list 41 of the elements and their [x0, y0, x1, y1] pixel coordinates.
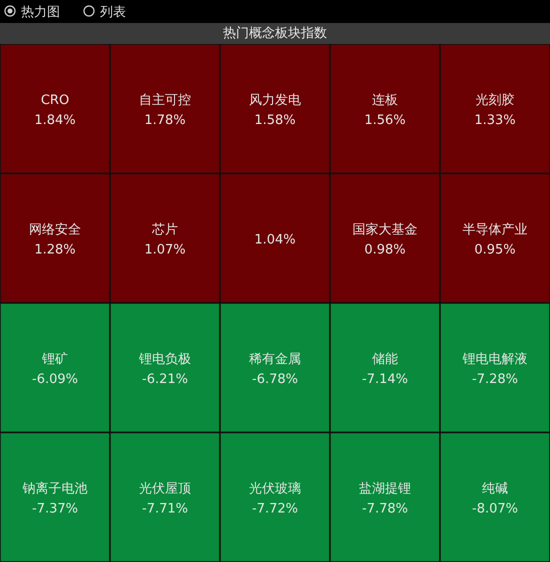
category-label: 钠离子电池 — [22, 480, 88, 496]
category-label: 光刻胶 — [476, 92, 514, 108]
data-label: -7.72% — [252, 501, 298, 516]
category-label: 锂电负极 — [138, 352, 191, 367]
data-label: 1.58% — [254, 112, 296, 128]
data-label: 1.78% — [144, 112, 186, 128]
text: 热力图 — [21, 4, 60, 21]
category-label: 光伏玻璃 — [249, 481, 301, 496]
data-label: -8.07% — [472, 501, 518, 516]
category-label: 连板 — [372, 92, 398, 108]
data-label: 0.98% — [364, 242, 406, 258]
category-label: 光伏屋顶 — [139, 481, 191, 496]
data-label: 1.33% — [474, 112, 516, 128]
category-label: 稀有金属 — [249, 352, 301, 367]
data-label: 1.56% — [364, 112, 406, 128]
category-label: 半导体产业 — [462, 222, 528, 238]
data-label: 1.84% — [34, 112, 76, 128]
data-label: -6.21% — [142, 372, 188, 387]
category-label: 风力发电 — [249, 92, 301, 108]
data-label: -7.37% — [32, 501, 78, 516]
category-label: 网络安全 — [29, 221, 81, 238]
category-label: 盐湖提锂 — [359, 481, 411, 496]
category-label: 储能 — [372, 352, 398, 367]
data-label: -6.78% — [252, 372, 298, 387]
data-label: -7.71% — [142, 501, 188, 516]
data-label: -7.78% — [362, 501, 408, 516]
category-label: 国家大基金 — [352, 221, 418, 238]
data-label: 1.04% — [254, 232, 296, 248]
category-label: 纯碱 — [482, 481, 508, 496]
data-label: 1.07% — [144, 242, 186, 258]
text: 列表 — [100, 4, 126, 21]
data-label: -7.14% — [362, 372, 408, 387]
category-label: 自主可控 — [139, 92, 191, 108]
data-label: -7.28% — [472, 372, 518, 387]
data-label: 1.28% — [34, 242, 76, 258]
category-label: 锂矿 — [41, 352, 68, 367]
category-label: 锂电电解液 — [462, 352, 528, 367]
category-label: CRO — [40, 92, 70, 108]
category-label: 芯片 — [151, 222, 178, 238]
data-label: 0.95% — [474, 242, 516, 258]
data-label: -6.09% — [32, 372, 78, 387]
